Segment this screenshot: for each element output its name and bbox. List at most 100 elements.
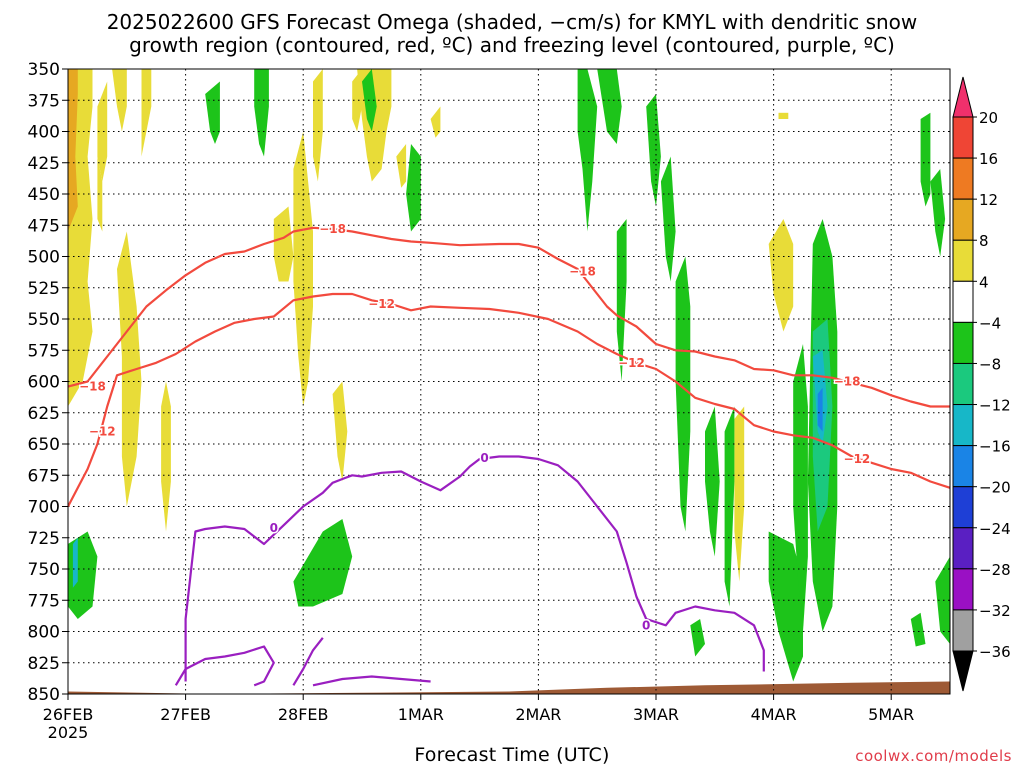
y-tick-label-525: 525 — [28, 279, 60, 299]
x-axis: 26FEB 27FEB 28FEB 1MAR 2MAR 3MAR 4MAR 5MAR 2025 — [43, 694, 914, 742]
y-tick-label-675: 675 — [28, 466, 60, 486]
colorbar-label-6: −8 — [979, 355, 1001, 373]
terrain-band — [68, 681, 950, 694]
omega-region-5 — [117, 231, 142, 507]
omega-region-20 — [205, 81, 220, 144]
colorbar-label-8: −16 — [979, 438, 1011, 456]
colorbar-bin-12 — [952, 568, 974, 611]
omega-region-14 — [396, 144, 407, 188]
y-axis: 350 375 400 425 450 475 500 525 550 575 600 625 650 6… — [28, 60, 68, 705]
omega-region-40 — [690, 619, 705, 657]
x-tick-label-1MAR: 1MAR — [398, 705, 444, 724]
contour-label-8: 0 — [270, 521, 278, 535]
contour-label-6: −12 — [618, 356, 645, 370]
y-tick-label-375: 375 — [28, 91, 60, 111]
colorbar-bin-4 — [952, 239, 974, 282]
omega-region-13 — [357, 69, 392, 182]
omega-region-36 — [935, 556, 950, 644]
omega-region-39 — [910, 612, 926, 647]
omega-shading — [68, 69, 950, 682]
omega-region-15 — [430, 106, 441, 138]
omega-region-18 — [778, 112, 789, 119]
y-tick-label-575: 575 — [28, 341, 60, 361]
contour-label-0: −18 — [79, 380, 106, 394]
omega-region-17 — [734, 406, 745, 582]
omega-region-44 — [72, 537, 78, 588]
contour-line-2 — [184, 455, 765, 682]
colorbar-label-9: −20 — [979, 479, 1011, 497]
y-tick-label-775: 775 — [28, 591, 60, 611]
contour-label-10: 0 — [642, 618, 650, 632]
contour-label-5: −12 — [368, 297, 395, 311]
omega-region-25 — [616, 219, 627, 382]
colorbar-bin-11 — [952, 527, 974, 570]
y-tick-label-700: 700 — [28, 498, 60, 518]
omega-region-24 — [597, 69, 622, 144]
contour-label-4: −12 — [89, 425, 116, 439]
omega-region-38 — [68, 531, 98, 619]
colorbar-top-arrow — [952, 76, 974, 118]
omega-region-28 — [675, 256, 691, 532]
y-tick-label-425: 425 — [28, 154, 60, 174]
omega-region-12 — [332, 381, 348, 482]
x-tick-label-26FEB: 26FEB — [43, 705, 94, 724]
omega-region-10 — [313, 69, 323, 182]
colorbar-bin-8 — [952, 404, 974, 447]
terrain-layer — [68, 681, 950, 694]
x-axis-label: Forecast Time (UTC) — [414, 744, 610, 766]
y-tick-label-475: 475 — [28, 216, 60, 236]
colorbar-label-12: −32 — [979, 602, 1011, 620]
omega-region-1 — [68, 69, 78, 232]
omega-region-6 — [161, 381, 171, 532]
omega-region-4 — [141, 69, 152, 157]
colorbar-label-7: −12 — [979, 397, 1011, 415]
colorbar-label-10: −24 — [979, 520, 1011, 538]
omega-region-23 — [577, 69, 598, 232]
x-tick-label-5MAR: 5MAR — [868, 705, 914, 724]
colorbar-label-1: 16 — [979, 150, 998, 168]
omega-region-32 — [793, 344, 808, 632]
colorbar-label-0: 20 — [979, 109, 998, 127]
contour-label-3: −18 — [834, 375, 861, 389]
omega-region-29 — [705, 406, 720, 557]
colorbar-label-2: 12 — [979, 191, 998, 209]
y-tick-label-600: 600 — [28, 373, 60, 393]
colorbar-bin-13 — [952, 609, 974, 652]
colorbar-label-5: −4 — [979, 314, 1001, 332]
grid-lines — [68, 69, 950, 694]
omega-region-35 — [930, 169, 946, 257]
x-tick-label-28FEB: 28FEB — [278, 705, 329, 724]
colorbar-bottom-arrow — [952, 650, 974, 692]
contour-label-1: −18 — [319, 222, 346, 236]
omega-region-26 — [646, 94, 661, 207]
colorbar-label-13: −36 — [979, 643, 1011, 661]
contour-label-9: 0 — [480, 451, 488, 465]
contour-lines: −18 −18 −18 −18 −12 −12 −12 −12 0 0 0 — [68, 221, 950, 687]
omega-region-37 — [293, 519, 353, 607]
y-tick-label-725: 725 — [28, 529, 60, 549]
colorbar-bin-5 — [952, 280, 974, 323]
omega-region-43 — [817, 387, 823, 432]
omega-region-2 — [97, 81, 108, 182]
colorbar: 20 16 12 8 4 −4 −8 −12 −16 −20 −24 −28 −32 −36 — [952, 76, 1011, 692]
contour-label-2: −18 — [569, 265, 596, 279]
contour-line-0 — [68, 226, 950, 408]
colorbar-bin-1 — [952, 116, 974, 159]
colorbar-label-4: 4 — [979, 273, 989, 291]
omega-region-7 — [97, 156, 103, 232]
x-tick-label-4MAR: 4MAR — [751, 705, 797, 724]
colorbar-bin-2 — [952, 157, 974, 200]
y-tick-label-825: 825 — [28, 654, 60, 674]
x-tick-label-27FEB: 27FEB — [160, 705, 211, 724]
y-tick-label-350: 350 — [28, 60, 60, 80]
y-tick-label-850: 850 — [28, 685, 60, 705]
y-tick-label-800: 800 — [28, 623, 60, 643]
colorbar-bin-6 — [952, 321, 974, 364]
omega-region-34 — [920, 112, 931, 207]
colorbar-bin-10 — [952, 486, 974, 529]
x-tick-label-3MAR: 3MAR — [633, 705, 679, 724]
y-tick-label-625: 625 — [28, 404, 60, 424]
x-tick-year-label: 2025 — [48, 723, 89, 742]
contour-line-3 — [174, 645, 275, 687]
